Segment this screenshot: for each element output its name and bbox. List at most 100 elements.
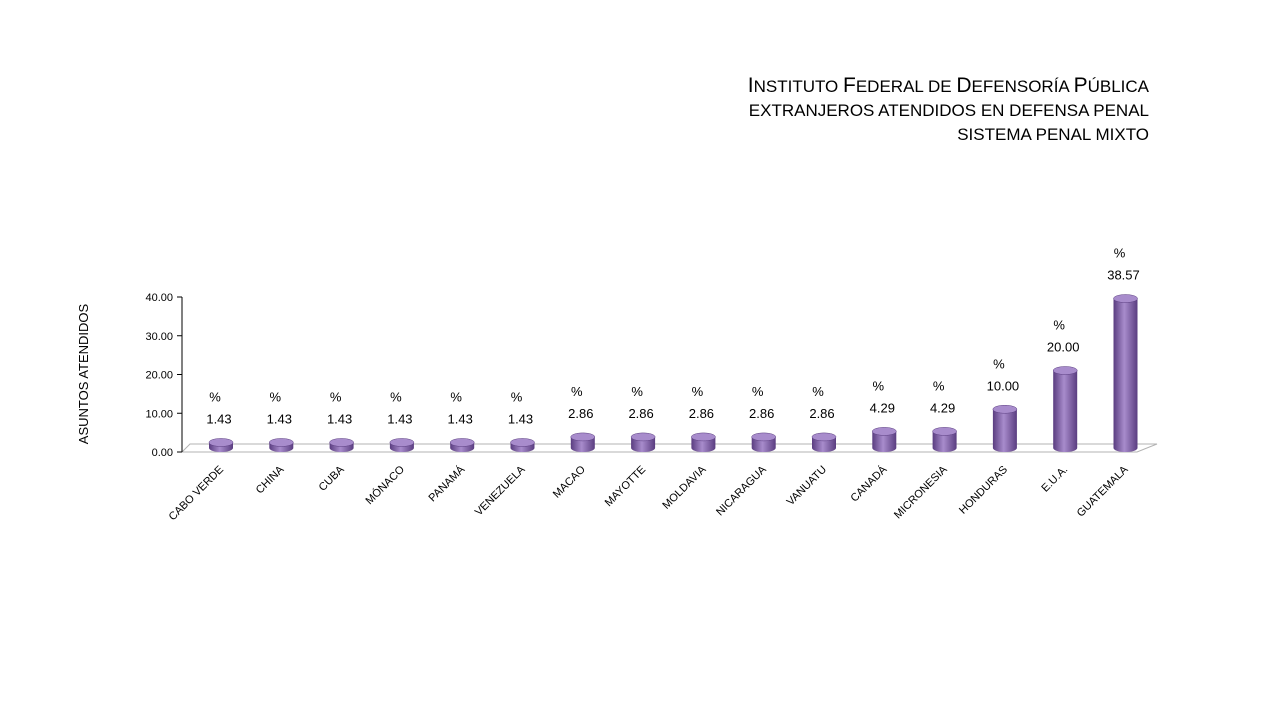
data-label-value: 1.43 [508, 411, 533, 426]
data-label-value: 10.00 [987, 378, 1020, 393]
x-tick-label: VANUATU [785, 464, 830, 509]
bar-body [691, 436, 716, 452]
data-label-percent: % [209, 389, 221, 404]
bar-body [751, 436, 776, 452]
bar-body [932, 431, 957, 452]
data-label-percent: % [270, 389, 282, 404]
data-label-percent: % [692, 384, 704, 399]
bar-moldavia [691, 432, 716, 452]
category-labels: CABO VERDE CHINA CUBA MÓNACO PANAMÁ VENEZUELA… [167, 462, 1131, 523]
x-tick-label: NICARAGUA [714, 463, 769, 518]
bar-top [269, 438, 294, 447]
bar-top [570, 432, 596, 442]
bar-top [691, 432, 716, 442]
bar-body [570, 436, 595, 452]
bar-top [630, 432, 656, 442]
bar-cabo-verde [208, 438, 234, 452]
bar-top [932, 427, 957, 436]
bar-venezuela [510, 438, 535, 452]
data-label-percent: % [933, 378, 945, 393]
data-label-percent: % [1114, 246, 1126, 261]
bar-e-u-a- [1052, 366, 1078, 452]
bar-top [449, 438, 475, 447]
data-label-value: 2.86 [568, 406, 593, 421]
x-tick-label: MOLDAVIA [660, 463, 709, 512]
data-label-percent: % [1053, 318, 1065, 333]
x-tick-label: CABO VERDE [167, 464, 226, 523]
bar-cuba [329, 438, 354, 452]
floor-plane [180, 443, 1158, 453]
data-label-percent: % [631, 384, 643, 399]
bar-top [872, 427, 897, 436]
data-labels: % 1.43% 1.43% 1.43% 1.43% 1.43% 1.43% 2.86% 2.86… [206, 246, 1139, 427]
bars [208, 294, 1138, 452]
x-tick-label: MACAO [551, 463, 588, 500]
data-label-percent: % [993, 356, 1005, 371]
bar-top [329, 438, 354, 447]
x-tick-label: MICRONESIA [892, 463, 950, 521]
bar-top [1113, 294, 1138, 303]
y-tick-label: 40.00 [145, 292, 173, 304]
y-axis-title: ASUNTOS ATENDIDOS [76, 303, 91, 444]
chart-subtitle: EXTRANJEROS ATENDIDOS EN DEFENSA PENAL [748, 101, 1149, 120]
data-label-percent: % [752, 384, 764, 399]
y-tick-label: 10.00 [145, 408, 173, 420]
x-tick-label: CUBA [317, 463, 348, 494]
bar-micronesia [932, 427, 957, 452]
data-label-value: 1.43 [206, 411, 231, 426]
chart-title-block: INSTITUTO FEDERAL DE DEFENSORÍA PÚBLICA … [748, 74, 1149, 147]
bar-vanuatu [811, 432, 837, 452]
data-label-value: 2.86 [628, 406, 653, 421]
bar-body [631, 436, 656, 452]
chart-subtitle-2: SISTEMA PENAL MIXTO [957, 125, 1149, 144]
bar-body [812, 436, 836, 452]
data-label-percent: % [390, 389, 402, 404]
x-tick-label: VENEZUELA [473, 463, 528, 518]
x-tick-label: PANAMÁ [426, 462, 468, 504]
bar-china [269, 438, 294, 452]
data-label-percent: % [511, 389, 523, 404]
bar-guatemala [1113, 294, 1138, 452]
data-label-percent: % [873, 378, 885, 393]
data-label-percent: % [330, 389, 342, 404]
bar-mónaco [389, 438, 415, 452]
bar-top [751, 432, 776, 442]
x-tick-label: CANADÁ [848, 462, 890, 504]
bar-nicaragua [751, 432, 776, 452]
data-label-value: 4.29 [930, 400, 955, 415]
x-tick-label: E.U.A. [1039, 464, 1070, 495]
bar-honduras [992, 405, 1018, 452]
x-tick-label: GUATEMALA [1075, 463, 1131, 519]
bar-top [208, 438, 234, 447]
y-tick-label: 0.00 [152, 447, 173, 459]
data-label-value: 4.29 [870, 400, 895, 415]
data-label-percent: % [812, 384, 824, 399]
data-label-value: 2.86 [689, 406, 714, 421]
x-tick-label: HONDURAS [957, 464, 1010, 517]
bar-body [1053, 370, 1078, 452]
data-label-value: 20.00 [1047, 340, 1080, 355]
bar-body [1113, 298, 1138, 452]
x-tick-label: MÓNACO [363, 463, 408, 508]
data-label-value: 1.43 [267, 411, 292, 426]
data-label-value: 2.86 [809, 406, 834, 421]
chart-title: INSTITUTO FEDERAL DE DEFENSORÍA PÚBLICA [747, 74, 1149, 97]
x-tick-label: CHINA [254, 463, 287, 496]
data-label-value: 38.57 [1107, 268, 1140, 283]
data-label-value: 1.43 [387, 411, 412, 426]
data-label-value: 2.86 [749, 406, 774, 421]
chart-floor [180, 443, 1158, 453]
x-tick-label: MAYOTTE [603, 464, 649, 510]
data-label-percent: % [571, 384, 583, 399]
y-tick-label: 20.00 [145, 370, 173, 382]
bar-body [872, 431, 897, 452]
bar-panamá [449, 438, 475, 452]
bar-top [992, 405, 1018, 414]
bar-top [389, 438, 415, 447]
y-tick-label: 30.00 [145, 331, 173, 343]
bar-top [811, 432, 837, 442]
bar-macao [570, 432, 596, 452]
bar-top [510, 438, 535, 447]
y-axis: 0.00 10.00 20.00 30.00 40.00 [145, 292, 183, 459]
